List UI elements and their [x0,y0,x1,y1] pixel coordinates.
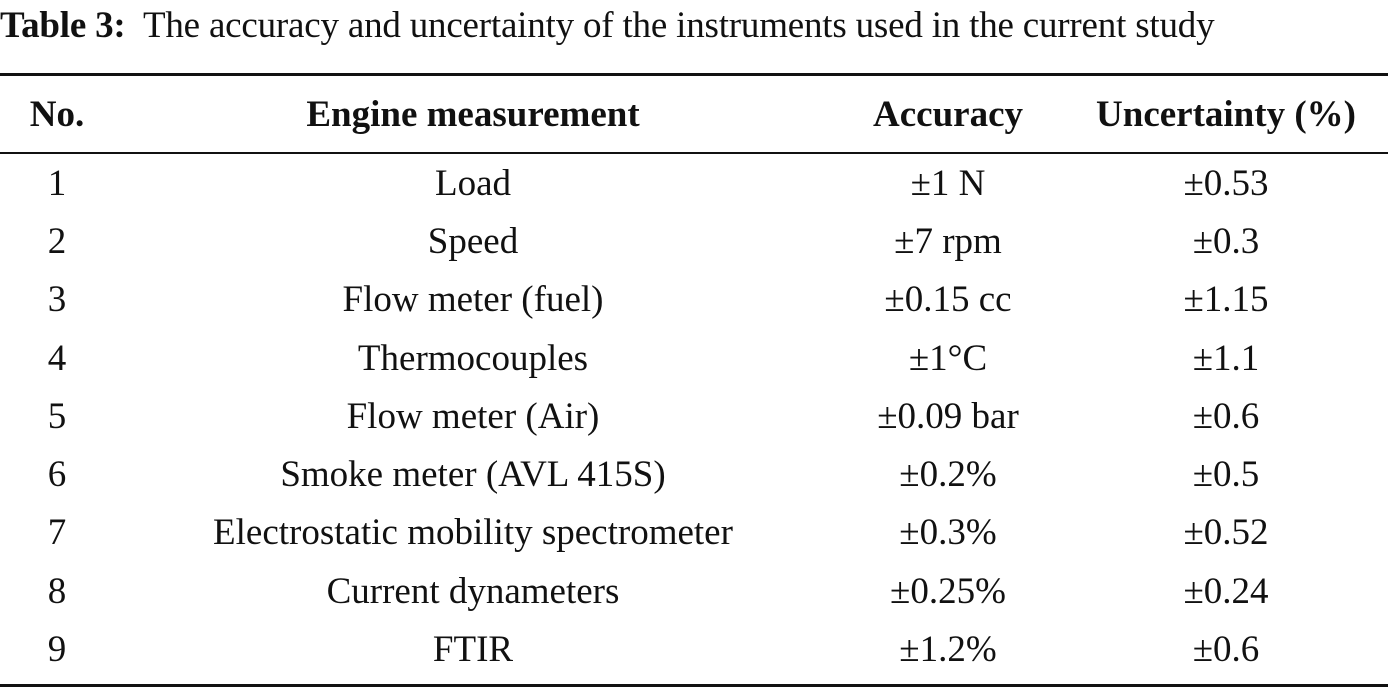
cell-uncertainty: ±0.5 [1192,454,1260,496]
cell-uncertainty: ±0.6 [1192,395,1260,437]
table-row: 5 Flow meter (Air) ±0.09 bar ±0.6 [0,387,1388,445]
bottom-rule [0,684,1388,687]
header-accuracy: Accuracy [873,93,1023,135]
table-row: 9 FTIR ±1.2% ±0.6 [0,620,1388,678]
cell-no: 8 [47,570,67,612]
cell-no: 9 [47,629,67,671]
cell-no: 4 [47,337,67,379]
cell-no: 3 [47,279,67,321]
cell-accuracy: ±0.09 bar [877,395,1019,437]
cell-accuracy: ±0.3% [899,512,997,554]
cell-engine-measurement: Flow meter (fuel) [342,279,604,321]
header-rule [0,152,1388,154]
cell-accuracy: ±0.15 cc [884,279,1012,321]
cell-accuracy: ±1.2% [899,629,997,671]
cell-uncertainty: ±0.52 [1183,512,1269,554]
cell-engine-measurement: Thermocouples [357,337,589,379]
cell-uncertainty: ±0.3 [1192,220,1260,262]
table-row: 7 Electrostatic mobility spectrometer ±0.3… [0,504,1388,562]
cell-engine-measurement: Current dynameters [326,570,620,612]
cell-engine-measurement: Flow meter (Air) [346,395,600,437]
cell-engine-measurement: Speed [427,220,519,262]
cell-engine-measurement: Electrostatic mobility spectrometer [213,512,733,554]
caption-label: Table 3: [0,5,126,46]
cell-accuracy: ±0.25% [890,570,1006,612]
table-row: 4 Thermocouples ±1°C ±1.1 [0,329,1388,387]
table-row: 3 Flow meter (fuel) ±0.15 cc ±1.15 [0,271,1388,329]
caption-text: The accuracy and uncertainty of the inst… [142,5,1215,46]
cell-no: 2 [47,220,67,262]
table-row: 8 Current dynameters ±0.25% ±0.24 [0,562,1388,620]
top-rule [0,73,1388,76]
cell-no: 5 [47,395,67,437]
cell-engine-measurement: Smoke meter (AVL 415S) [280,454,666,496]
cell-uncertainty: ±0.53 [1183,162,1269,204]
cell-no: 6 [47,454,67,496]
cell-accuracy: ±0.2% [899,454,997,496]
table-row: 2 Speed ±7 rpm ±0.3 [0,212,1388,270]
header-engine-measurement: Engine measurement [306,93,640,135]
table-row: 6 Smoke meter (AVL 415S) ±0.2% ±0.5 [0,445,1388,503]
cell-uncertainty: ±1.15 [1183,279,1269,321]
cell-accuracy: ±7 rpm [894,220,1002,262]
header-row: No. Engine measurement Accuracy Uncertai… [0,76,1388,152]
header-no: No. [29,93,85,135]
cell-accuracy: ±1°C [908,337,988,379]
cell-uncertainty: ±0.24 [1183,570,1269,612]
header-uncertainty: Uncertainty (%) [1096,93,1356,135]
table-caption: Table 3: The accuracy and uncertainty of… [0,4,1215,47]
instrument-table: No. Engine measurement Accuracy Uncertai… [0,76,1388,679]
cell-uncertainty: ±0.6 [1192,629,1260,671]
cell-engine-measurement: FTIR [432,629,514,671]
cell-uncertainty: ±1.1 [1192,337,1260,379]
cell-engine-measurement: Load [434,162,512,204]
cell-no: 7 [47,512,67,554]
cell-no: 1 [47,162,67,204]
table-row: 1 Load ±1 N ±0.53 [0,152,1388,212]
cell-accuracy: ±1 N [910,162,986,204]
